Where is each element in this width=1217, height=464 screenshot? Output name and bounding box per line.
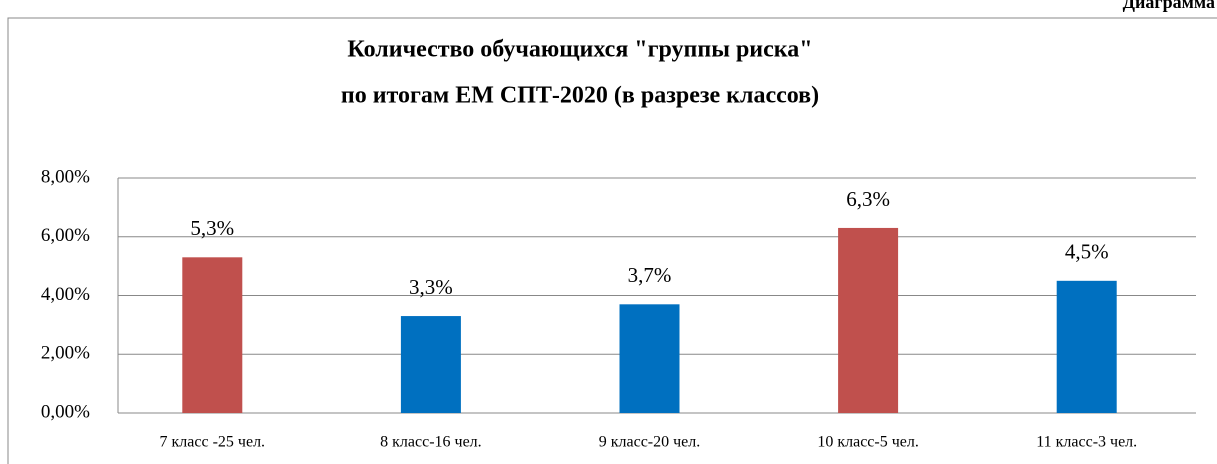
chart-title: по итогам ЕМ СПТ-2020 (в разрезе классов… bbox=[341, 83, 819, 109]
value-label: 5,3% bbox=[190, 216, 234, 240]
y-tick-label: 0,00% bbox=[41, 401, 90, 422]
bar bbox=[400, 316, 461, 413]
x-tick-label: 11 класс-3 чел. bbox=[1036, 434, 1137, 451]
bar bbox=[1056, 280, 1117, 413]
x-tick-label: 7 класс -25 чел. bbox=[160, 434, 266, 451]
x-tick-label: 8 класс-16 чел. bbox=[380, 434, 482, 451]
value-label: 3,3% bbox=[409, 275, 453, 299]
y-tick-label: 6,00% bbox=[41, 225, 90, 246]
x-tick-label: 10 класс-5 чел. bbox=[817, 434, 919, 451]
y-tick-label: 8,00% bbox=[41, 166, 90, 187]
bar bbox=[619, 304, 680, 413]
bar bbox=[838, 227, 899, 413]
y-tick-label: 2,00% bbox=[41, 343, 90, 364]
header-text: Диаграмма bbox=[1123, 0, 1215, 12]
x-tick-label: 9 класс-20 чел. bbox=[599, 434, 701, 451]
value-label: 6,3% bbox=[846, 187, 890, 211]
value-label: 3,7% bbox=[628, 263, 672, 287]
value-label: 4,5% bbox=[1065, 240, 1109, 264]
y-tick-label: 4,00% bbox=[41, 284, 90, 305]
chart-title: Количество обучающихся "группы риска" bbox=[347, 37, 812, 63]
bar bbox=[182, 257, 243, 413]
